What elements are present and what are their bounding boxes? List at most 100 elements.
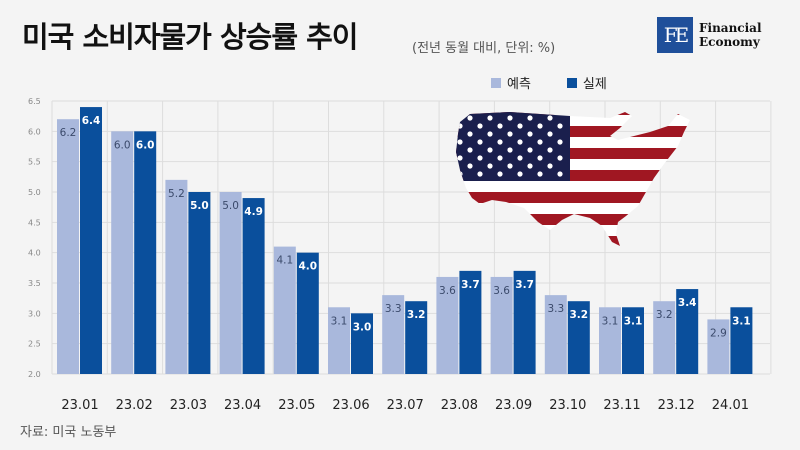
logo-line-2: Economy [699,35,760,49]
bar-forecast [707,319,730,374]
flag-star [457,112,463,113]
x-tick-label: 23.05 [278,398,315,413]
y-tick-label: 3.5 [28,279,41,288]
flag-star [497,123,503,129]
legend-swatch-actual [566,77,577,88]
x-tick-label: 23.02 [116,398,153,413]
y-tick-label: 2.0 [28,370,41,379]
data-label-actual: 4.0 [298,261,317,273]
flag-star [477,155,483,161]
flag-star [507,115,513,121]
bar-forecast [273,246,296,374]
bar-actual [242,198,265,374]
bar-forecast [57,119,79,374]
legend-label-forecast: 예측 [507,77,531,92]
flag-star [457,139,463,145]
flag-star [457,123,463,129]
flag-star [457,155,463,161]
data-label-forecast: 3.3 [547,303,564,315]
flag-star [487,131,493,137]
x-tick-label: 23.03 [170,398,207,413]
flag-star [557,155,563,161]
y-tick-label: 2.5 [28,340,41,349]
data-label-forecast: 5.2 [168,188,185,200]
data-label-actual: 6.4 [82,115,101,127]
flag-star [497,171,503,177]
flag-star [547,163,553,169]
data-label-forecast: 3.6 [439,285,456,297]
flag-star [507,163,513,169]
data-label-actual: 6.0 [136,139,155,151]
flag-star [547,147,553,153]
data-label-actual: 3.7 [461,279,480,291]
flag-star [547,115,553,121]
flag-star [557,112,563,113]
flag-star [537,123,543,129]
x-tick-label: 23.08 [441,398,478,413]
bar-actual [622,307,644,374]
flag-star [457,171,463,177]
flag-star [517,171,523,177]
chart-legend: 예측 실제 [491,73,607,92]
flag-star [507,147,513,153]
flag-star [557,139,563,145]
data-label-forecast: 6.2 [60,127,77,139]
flag-star [497,155,503,161]
data-label-actual: 3.2 [569,309,588,321]
data-label-actual: 3.1 [732,315,751,327]
x-tick-label: 23.07 [387,398,424,413]
flag-star [557,171,563,177]
logo-mark-icon: FE [657,17,693,53]
y-tick-label: 3.0 [28,309,41,318]
legend-item-actual: 실제 [566,73,607,92]
flag-star [517,112,523,113]
bar-actual [459,270,482,374]
bar-actual [134,131,157,374]
bar-actual [351,313,373,374]
x-axis-ticks: 23.01 23.02 23.03 23.04 23.05 23.06 23.07 23.08… [61,398,749,413]
data-label-actual: 4.9 [244,206,263,218]
x-tick-label: 23.04 [224,398,261,413]
brand-logo: FE Financial Economy [657,17,762,53]
flag-star [527,163,533,169]
y-tick-label: 5.5 [28,158,41,167]
flag-star [537,155,543,161]
bar-actual [567,301,590,374]
flag-star [477,171,483,177]
data-label-actual: 3.2 [407,309,426,321]
x-tick-label: 23.12 [658,398,695,413]
data-label-forecast: 3.2 [656,309,673,321]
page-subtitle: (전년 동월 대비, 단위: %) [412,41,556,56]
y-tick-label: 4.5 [28,218,41,227]
bar-forecast [544,295,567,374]
bar-forecast [165,179,188,374]
y-tick-label: 4.0 [28,249,41,258]
data-label-forecast: 3.6 [493,285,510,297]
logo-mark-text: FE [663,23,690,47]
logo-wordmark: Financial Economy [699,21,762,49]
flag-star [557,123,563,129]
flag-star [537,112,543,113]
flag-star [477,112,483,113]
source-note: 자료: 미국 노동부 [20,425,117,440]
data-label-forecast: 3.3 [385,303,402,315]
flag-star [497,139,503,145]
flag-star [517,139,523,145]
data-label-forecast: 6.0 [114,139,131,151]
bar-forecast [436,276,459,374]
flag-star [547,131,553,137]
logo-line-1: Financial [699,21,762,35]
bar-actual [730,307,753,374]
flag-star [527,147,533,153]
x-tick-label: 23.06 [332,398,369,413]
data-label-forecast: 3.1 [331,315,348,327]
bar-actual [80,107,102,375]
bar-forecast [382,295,405,374]
data-label-actual: 3.1 [624,315,643,327]
flag-star [527,131,533,137]
data-label-actual: 3.7 [515,279,534,291]
us-flag-map-icon [456,112,690,246]
x-tick-label: 23.10 [549,398,586,413]
x-tick-label: 23.01 [61,398,98,413]
